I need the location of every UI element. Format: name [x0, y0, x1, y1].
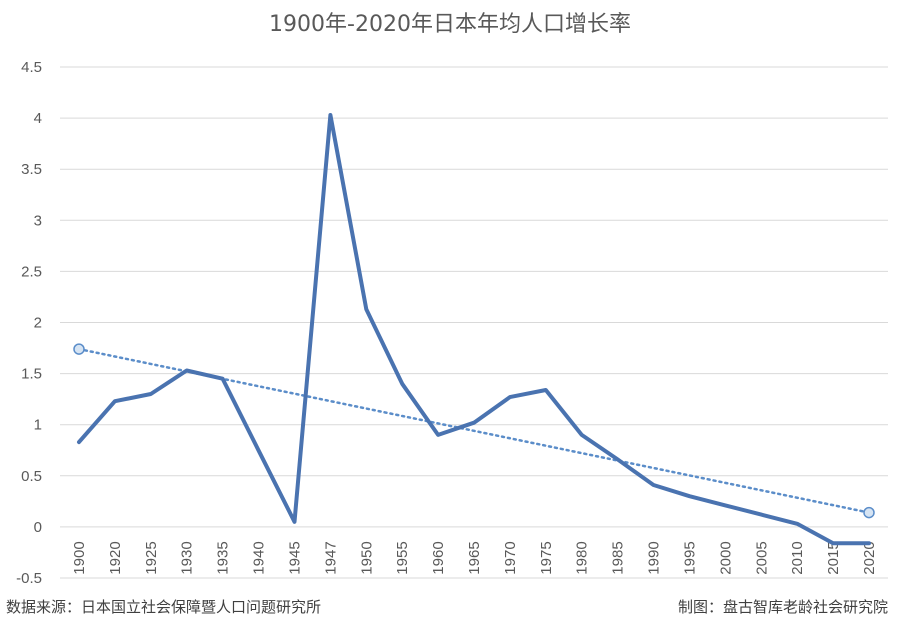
- y-axis-ticks: 4.5 4 3.5 3 2.5 2 1.5 1 0.5 0 -0.5: [16, 59, 42, 587]
- y-tick-label: 2.5: [21, 263, 42, 280]
- y-tick-label: 1.5: [21, 366, 42, 383]
- x-tick-label: 1970: [502, 541, 519, 574]
- x-axis-ticks: 1900 1920 1925 1930 1935 1940 1945 1947 1950 1955…: [71, 541, 878, 574]
- x-tick-label: 1930: [179, 541, 196, 574]
- x-tick-label: 1920: [107, 541, 124, 574]
- y-tick-label: 4: [34, 110, 42, 127]
- x-tick-label: 1990: [646, 541, 663, 574]
- y-tick-label: 1: [34, 417, 42, 434]
- x-tick-label: 2015: [825, 541, 842, 574]
- x-tick-label: 2005: [753, 541, 770, 574]
- trendline-layer: [73, 343, 875, 519]
- x-tick-label: 1947: [322, 541, 339, 574]
- x-tick-label: 1950: [358, 541, 375, 574]
- y-tick-label: 4.5: [21, 59, 42, 76]
- x-tick-label: 1925: [143, 541, 160, 574]
- x-tick-label: 2010: [789, 541, 806, 574]
- y-tick-label: -0.5: [16, 570, 42, 587]
- source-note: 数据来源：日本国立社会保障暨人口问题研究所: [6, 598, 322, 616]
- x-tick-label: 2020: [861, 541, 878, 574]
- x-tick-label: 1960: [430, 541, 447, 574]
- y-tick-label: 2: [34, 315, 42, 332]
- y-tick-label: 0.5: [21, 468, 42, 485]
- series-layer: [77, 113, 871, 546]
- x-tick-label: 1980: [574, 541, 591, 574]
- y-tick-label: 0: [34, 519, 42, 536]
- y-tick-label: 3.5: [21, 161, 42, 178]
- trendline-end-marker: [863, 506, 875, 519]
- trendline-start-marker: [73, 343, 85, 355]
- maker-note: 制图：盘古智库老龄社会研究院: [677, 598, 888, 616]
- x-tick-label: 1985: [610, 541, 627, 574]
- y-tick-label: 3: [34, 212, 42, 229]
- x-tick-label: 1940: [251, 541, 268, 574]
- x-tick-label: 1965: [466, 541, 483, 574]
- gridlines: [60, 66, 888, 579]
- x-tick-label: 1975: [538, 541, 555, 574]
- x-tick-label: 1900: [71, 541, 88, 574]
- x-tick-label: 1945: [286, 541, 303, 574]
- x-tick-label: 1955: [394, 541, 411, 574]
- x-tick-label: 1935: [215, 541, 232, 574]
- x-tick-label: 2000: [717, 541, 734, 574]
- series-line: [77, 113, 871, 546]
- chart-title: 1900年-2020年日本年均人口增长率: [269, 12, 631, 37]
- x-tick-label: 1995: [681, 541, 698, 574]
